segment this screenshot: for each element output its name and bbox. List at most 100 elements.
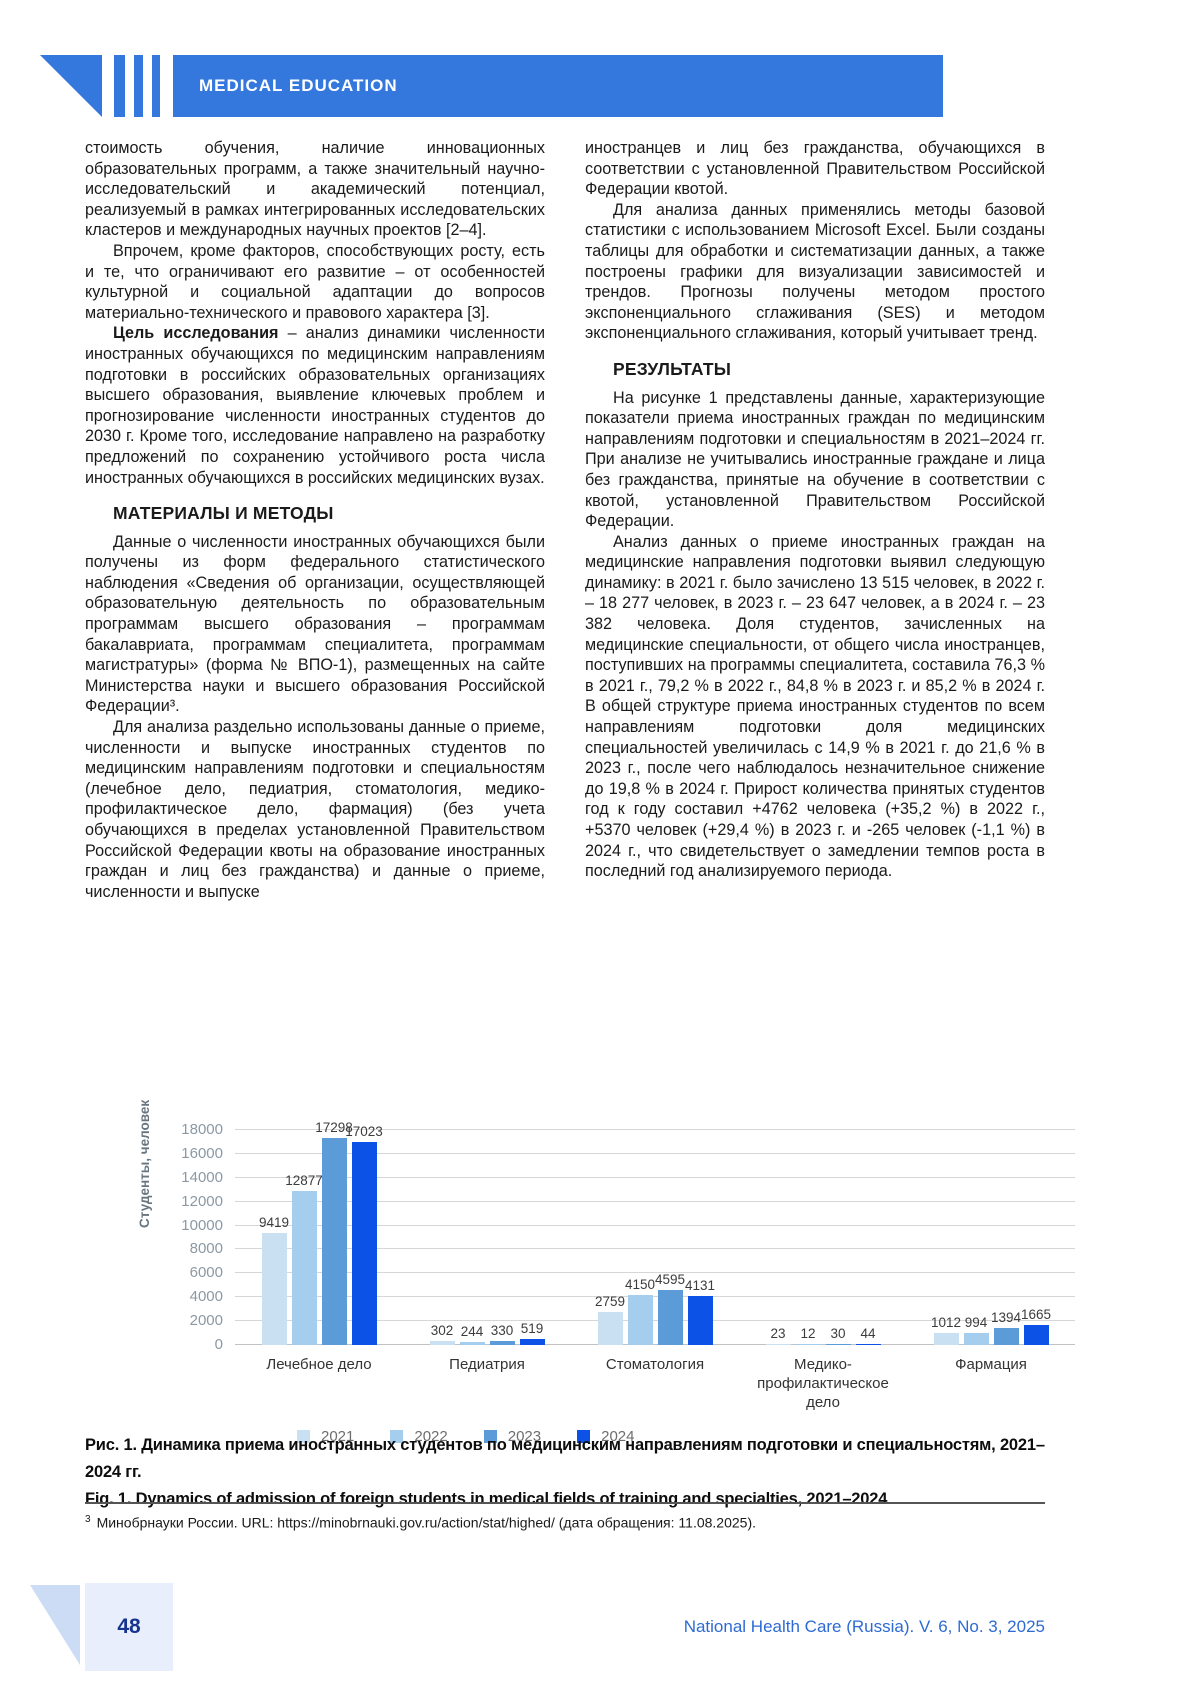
footnote-text: Минобрнауки России. URL: https://minobrn… xyxy=(96,1514,756,1531)
bar-2021: 2759 xyxy=(595,1294,625,1345)
bar-value-label: 4595 xyxy=(654,1272,686,1288)
y-axis-title: Студенты, человек xyxy=(137,1099,152,1228)
bars-row: 9419 12877 17298 17023 302 244 330 519 2759 4150 4… xyxy=(235,1120,1075,1345)
header-band: MEDICAL EDUCATION xyxy=(40,55,943,117)
category-axis: Лечебное дело Педиатрия Стоматология Медико… xyxy=(235,1355,1075,1412)
paragraph: Для анализа раздельно использованы данны… xyxy=(85,718,545,901)
bar-value-label: 519 xyxy=(520,1320,544,1336)
footnote-rule xyxy=(85,1502,1045,1504)
bar-value-label: 244 xyxy=(460,1324,484,1340)
bar-group: 1012 994 1394 1665 xyxy=(907,1307,1075,1345)
article-body: стоимость обучения, наличие инновационны… xyxy=(85,138,1045,1063)
bar-value-label: 1394 xyxy=(990,1310,1022,1326)
bar-2023: 1394 xyxy=(991,1310,1021,1345)
bar-value-label: 4150 xyxy=(624,1277,656,1293)
legend-label: 2022 xyxy=(414,1428,448,1445)
y-tick-label: 8000 xyxy=(189,1240,223,1258)
gridline xyxy=(235,1320,1075,1322)
journal-title: National Health Care (Russia). V. 6, No.… xyxy=(683,1617,1045,1636)
page-number-box: 48 xyxy=(85,1583,173,1671)
header-stripe xyxy=(134,55,143,117)
corner-triangle-icon xyxy=(40,55,102,117)
bar-2023: 17298 xyxy=(315,1120,353,1345)
legend-swatch xyxy=(390,1430,404,1443)
header-stripe xyxy=(152,55,160,117)
paragraph: стоимость обучения, наличие инновационны… xyxy=(85,139,545,240)
chart-plot: 0 2000 4000 6000 8000 10000 12000 14000 16000 180… xyxy=(181,1120,1075,1353)
section-banner-label: MEDICAL EDUCATION xyxy=(199,76,398,95)
paragraph: Цель исследования – анализ динамики числ… xyxy=(85,323,545,488)
bar-2023: 330 xyxy=(489,1323,515,1345)
bar-group: 23 12 30 44 xyxy=(739,1326,907,1345)
bar-2024: 44 xyxy=(855,1326,881,1345)
category-label: Педиатрия xyxy=(449,1356,525,1373)
legend-item: 2022 xyxy=(390,1428,448,1445)
section-heading-results: РЕЗУЛЬТАТЫ xyxy=(613,358,732,379)
bar-2022: 244 xyxy=(459,1324,485,1345)
category-label: Лечебное дело xyxy=(266,1356,372,1373)
gridline xyxy=(235,1129,1075,1130)
gridline xyxy=(235,1296,1075,1298)
y-tick-label: 18000 xyxy=(181,1121,223,1138)
y-tick-label: 10000 xyxy=(181,1216,223,1234)
gridline xyxy=(235,1272,1075,1274)
legend-item: 2021 xyxy=(297,1428,354,1445)
page-number: 48 xyxy=(117,1615,141,1638)
legend-swatch xyxy=(577,1430,591,1443)
bar-value-label: 12877 xyxy=(285,1173,323,1189)
figure-chart: Студенты, человек 0 2000 4000 6000 8000 10000… xyxy=(85,1078,1085,1445)
legend-swatch xyxy=(297,1430,310,1443)
y-tick-label: 14000 xyxy=(181,1168,223,1186)
legend-item: 2023 xyxy=(483,1428,542,1445)
footnote: 3 Минобрнауки России. URL: https://minobr… xyxy=(85,1514,1045,1531)
figure-caption: Рис. 1. Динамика приема иностранных студ… xyxy=(85,1432,1050,1513)
category-label: Фармация xyxy=(955,1356,1027,1373)
legend-label: 2023 xyxy=(507,1428,542,1445)
y-tick-label: 2000 xyxy=(189,1312,223,1330)
chart-legend: 2021 2022 2023 2024 xyxy=(297,1428,1085,1445)
bar-2022: 994 xyxy=(963,1315,989,1345)
header-stripe xyxy=(114,55,125,117)
bar-value-label: 330 xyxy=(490,1323,514,1339)
gridline xyxy=(235,1224,1075,1226)
footnote-marker: 3 xyxy=(85,1514,91,1525)
section-heading-materials: МАТЕРИАЛЫ И МЕТОДЫ xyxy=(113,503,334,524)
bar-2024: 4131 xyxy=(685,1278,715,1345)
bar-2022: 4150 xyxy=(625,1277,655,1345)
gridline xyxy=(235,1152,1075,1154)
paragraph: иностранцев и лиц без гражданства, обуча… xyxy=(585,139,1045,199)
bar-2022: 12 xyxy=(795,1326,821,1345)
bar-value-label: 4131 xyxy=(684,1277,716,1293)
bar-2023: 4595 xyxy=(655,1272,685,1345)
bar-value-label: 994 xyxy=(964,1315,988,1331)
bar-value-label: 9419 xyxy=(258,1214,290,1230)
section-banner: MEDICAL EDUCATION xyxy=(173,55,943,117)
bar-value-label: 2759 xyxy=(594,1294,626,1310)
paragraph: Впрочем, кроме факторов, способствующих … xyxy=(85,241,545,322)
bar-2024: 1665 xyxy=(1021,1307,1051,1345)
paragraph: Для анализа данных применялись методы ба… xyxy=(585,200,1045,343)
gridline xyxy=(235,1344,1075,1345)
bar-2021: 9419 xyxy=(259,1215,289,1345)
y-tick-label: 4000 xyxy=(189,1288,223,1306)
bar-value-label: 1665 xyxy=(1020,1307,1052,1323)
bar-2024: 519 xyxy=(519,1321,545,1345)
bar-value-label: 30 xyxy=(830,1325,846,1341)
legend-label: 2021 xyxy=(321,1428,355,1445)
legend-swatch xyxy=(483,1430,497,1443)
left-column: стоимость обучения, наличие инновационны… xyxy=(85,138,545,1063)
legend-item: 2024 xyxy=(577,1428,635,1445)
paragraph: Анализ данных о приеме иностранных гражд… xyxy=(585,532,1045,881)
bar-2023: 30 xyxy=(825,1326,851,1345)
paragraph: На рисунке 1 представлены данные, характ… xyxy=(585,388,1045,531)
y-tick-label: 16000 xyxy=(181,1144,223,1162)
bar-value-label: 17023 xyxy=(345,1123,383,1139)
goal-lead: Цель исследования xyxy=(113,324,279,343)
y-tick-label: 6000 xyxy=(189,1264,223,1282)
y-tick-label: 0 xyxy=(214,1336,223,1353)
bar-value-label: 302 xyxy=(430,1323,454,1339)
bar-2021: 302 xyxy=(429,1323,455,1345)
bar-group: 2759 4150 4595 4131 xyxy=(571,1272,739,1345)
gridline xyxy=(235,1200,1075,1202)
